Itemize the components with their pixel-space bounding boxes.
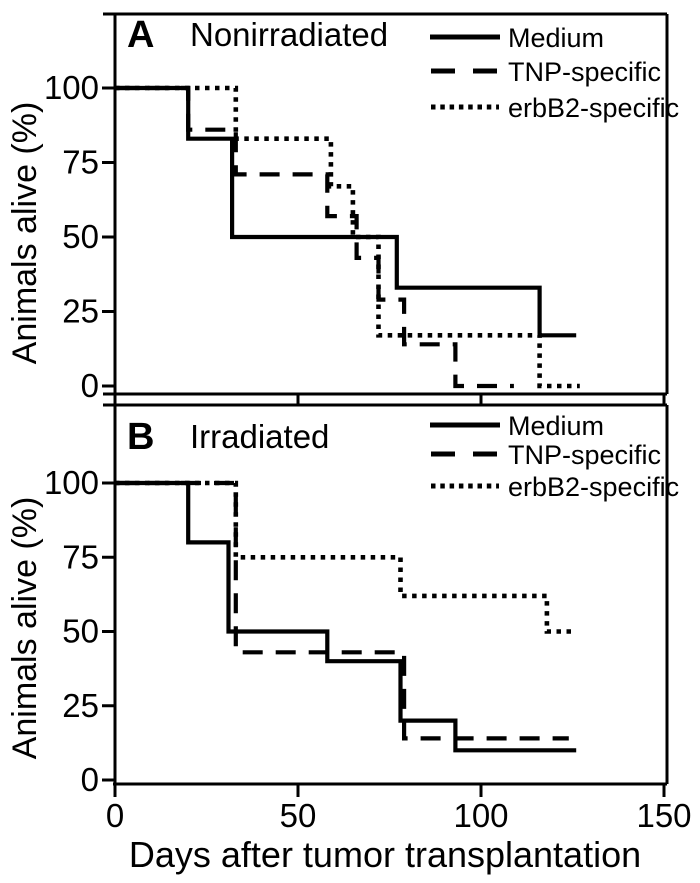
y-tick-label: 50	[62, 613, 99, 650]
y-tick-label: 25	[62, 687, 99, 724]
panel-b-axes: 100 75 50 25 00 50 100 150	[44, 464, 692, 834]
curve-erbb2-specific	[115, 480, 577, 634]
y-tick-label: 0	[81, 761, 99, 798]
panel-b-frame	[103, 403, 669, 786]
x-tick-label: 0	[106, 797, 124, 834]
curve-tnp-specific	[115, 480, 569, 741]
curve-erbb2-specific	[115, 85, 580, 389]
curve-medium	[115, 85, 577, 338]
panel-b-curves	[115, 480, 577, 753]
panel-a: 100 75 50 25 0 A Nonirradiated Animals alive…	[6, 12, 679, 404]
x-axis-label: Days after tumor transplantation	[129, 834, 641, 875]
x-tick-label: 100	[453, 797, 508, 834]
legend-label-tnp-specific: TNP-specific	[508, 440, 661, 470]
y-tick-label: 100	[44, 464, 99, 501]
panel-a-curves	[115, 85, 580, 389]
legend-label-medium: Medium	[508, 23, 604, 53]
curve-tnp-specific	[115, 85, 514, 389]
y-tick-label: 75	[62, 538, 99, 575]
panel-a-frame	[103, 12, 669, 396]
legend-label-medium: Medium	[508, 411, 604, 441]
legend-label-erbb2-specific: erbB2-specific	[508, 93, 679, 123]
y-tick-label: 100	[44, 69, 99, 106]
panel-a-y-axis-label: Animals alive (%)	[6, 102, 44, 365]
panel-b-letter: B	[127, 416, 154, 458]
legend-label-tnp-specific: TNP-specific	[508, 57, 661, 87]
curve-medium	[115, 480, 577, 753]
y-tick-label: 0	[81, 367, 99, 404]
y-tick-label: 50	[62, 218, 99, 255]
x-tick-label: 50	[280, 797, 317, 834]
panel-a-legend: Medium TNP-specific erbB2-specific	[430, 23, 679, 123]
legend-label-erbb2-specific: erbB2-specific	[508, 472, 679, 502]
panel-a-letter: A	[127, 14, 154, 56]
panel-a-axes: 100 75 50 25 0	[44, 69, 666, 404]
panel-b-title: Irradiated	[190, 418, 329, 455]
y-tick-label: 25	[62, 293, 99, 330]
panel-b-legend: Medium TNP-specific erbB2-specific	[430, 411, 679, 502]
x-tick-label: 150	[636, 797, 691, 834]
panel-b: 100 75 50 25 00 50 100 150 B Irradiated Animals…	[6, 403, 692, 834]
panel-a-title: Nonirradiated	[190, 16, 388, 53]
y-tick-label: 75	[62, 144, 99, 181]
panel-b-y-axis-label: Animals alive (%)	[6, 497, 44, 760]
